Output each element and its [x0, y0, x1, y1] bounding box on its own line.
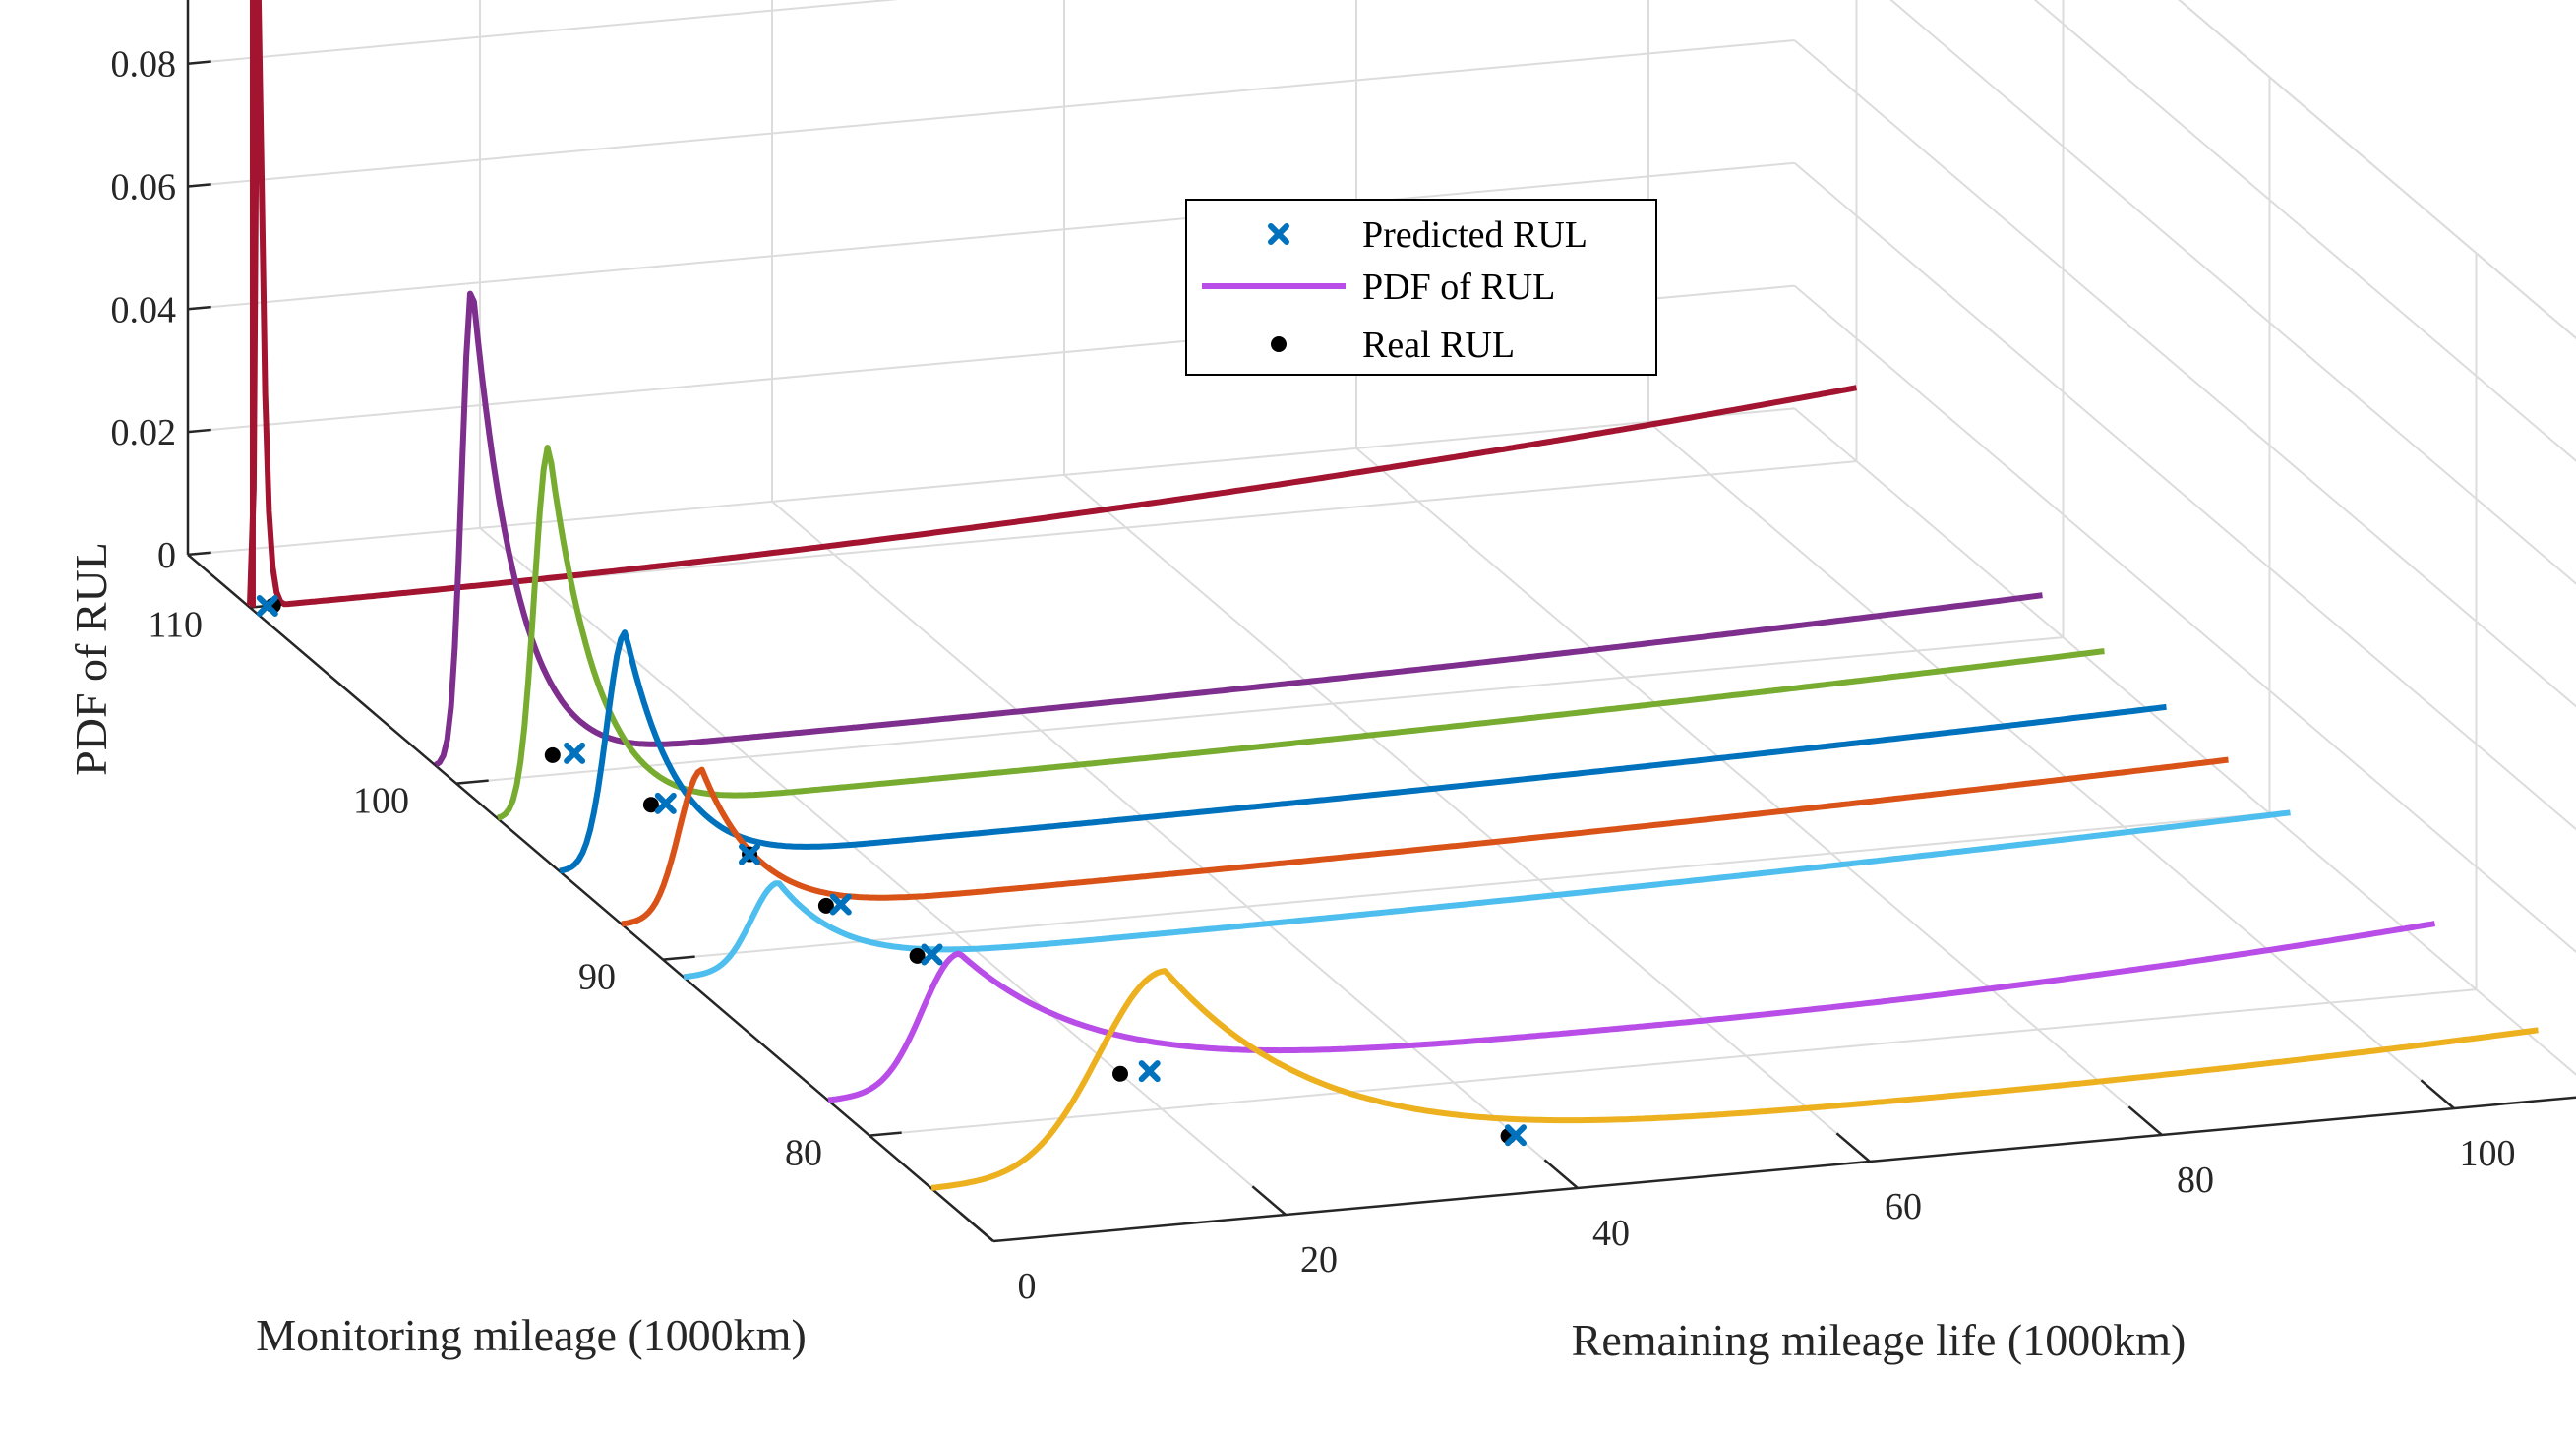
predicted-rul-x-marker [256, 595, 278, 617]
z-tick-label: 0.04 [111, 289, 177, 330]
axes-layer: 020406080100809010011000.020.040.060.080… [111, 0, 2576, 1307]
grid-line-side-z [1793, 162, 2576, 831]
grid-line-back-z [187, 0, 899, 65]
z-tick-mark [187, 60, 211, 65]
pdf-curve-1 [434, 290, 2043, 768]
z-tick-mark [187, 305, 211, 311]
legend-dot-icon [1271, 336, 1287, 352]
x-marker-stroke [829, 893, 852, 916]
z-tick-label: 0 [157, 535, 176, 576]
grid-line-back-z [187, 407, 1795, 556]
y-tick-mark [455, 779, 489, 785]
grid-line-floor-x [1647, 421, 2455, 1109]
grid-line-side-z [1889, 0, 2576, 585]
legend: Predicted RUL PDF of RUL Real RUL [1185, 199, 1657, 376]
legend-label-real: Real RUL [1362, 325, 1515, 366]
y-tick-label: 100 [353, 781, 409, 822]
predicted-rul-x-marker [739, 843, 760, 865]
z-tick-mark [187, 551, 211, 557]
pdf-curve-7 [930, 968, 2539, 1191]
legend-item-pdf: PDF of RUL [1202, 267, 1555, 308]
y-tick-label: 80 [785, 1133, 822, 1174]
markers-layer [256, 595, 1527, 1147]
y-tick-mark [662, 955, 695, 961]
predicted-rul-x-marker [829, 893, 852, 916]
x-tick-mark [1543, 1159, 1579, 1189]
x-tick-mark [959, 1212, 994, 1242]
x-marker-stroke [739, 843, 760, 865]
y-axis-line [187, 553, 994, 1242]
grid-line-side-z [1793, 284, 2576, 954]
z-axis-label: PDF of RUL [66, 542, 116, 776]
x-tick-mark [2127, 1105, 2163, 1136]
real-rul-dot [642, 797, 659, 813]
box-edge-top-side [2178, 0, 2576, 340]
x-tick-label: 40 [1592, 1213, 1630, 1254]
x-tick-label: 0 [1018, 1266, 1037, 1307]
x-tick-label: 80 [2177, 1160, 2214, 1201]
real-rul-dot [1112, 1065, 1128, 1082]
grid-layer [187, 0, 2576, 1242]
y-tick-label: 110 [148, 605, 203, 646]
real-rul-dot [909, 947, 926, 964]
grid-line-floor-x [771, 501, 1579, 1189]
x-marker-stroke [1505, 1124, 1527, 1147]
x-marker-stroke [1138, 1060, 1161, 1083]
x-marker-stroke [564, 742, 586, 764]
grid-line-floor-x [1063, 474, 1871, 1163]
x-tick-label: 60 [1885, 1186, 1922, 1227]
grid-line-side-z [2033, 0, 2576, 462]
z-tick-mark [187, 183, 211, 188]
predicted-rul-x-marker [654, 792, 677, 814]
pdf-curve-2 [496, 445, 2105, 821]
x-tick-mark [1835, 1132, 1871, 1163]
x-tick-mark [2420, 1079, 2455, 1109]
grid-line-back-z [187, 39, 1795, 188]
y-tick-label: 90 [578, 957, 616, 998]
legend-label-pdf: PDF of RUL [1362, 267, 1555, 308]
grid-line-back-z [187, 161, 1795, 311]
predicted-rul-x-marker [1505, 1124, 1527, 1147]
z-tick-label: 0.02 [111, 412, 177, 453]
x-axis-line [992, 1096, 2576, 1243]
x-axis-label: Remaining mileage life (1000km) [1572, 1315, 2187, 1365]
predicted-rul-x-marker [564, 742, 586, 764]
legend-item-real: Real RUL [1271, 325, 1515, 366]
real-rul-dot [817, 897, 834, 914]
grid-line-floor-x [1355, 447, 2163, 1136]
pdf-curve-4 [621, 756, 2229, 927]
x-tick-mark [1251, 1185, 1287, 1216]
pdf-curve-3 [559, 629, 2167, 874]
z-tick-label: 0.06 [111, 167, 177, 209]
predicted-rul-x-marker [921, 943, 943, 966]
y-axis-label: Monitoring mileage (1000km) [256, 1310, 807, 1360]
x-marker-stroke [256, 595, 278, 617]
predicted-rul-x-marker [1138, 1060, 1161, 1083]
grid-line-floor-x [479, 527, 1287, 1216]
legend-item-predicted: Predicted RUL [1268, 214, 1588, 256]
x-marker-stroke [921, 943, 943, 966]
grid-line-floor-y [455, 636, 2064, 785]
x-tick-label: 100 [2460, 1133, 2516, 1174]
x-marker-stroke [654, 792, 677, 814]
pdf-curve-5 [683, 809, 2291, 981]
legend-x-marker-icon [1268, 223, 1289, 245]
y-tick-mark [869, 1131, 902, 1137]
grid-line-side-z [1793, 407, 2576, 1076]
series-layer [247, 0, 2539, 1191]
grid-line-floor-y [662, 812, 2270, 961]
real-rul-dot [544, 746, 561, 763]
x-tick-label: 20 [1300, 1239, 1338, 1281]
legend-label-predicted: Predicted RUL [1362, 214, 1588, 256]
grid-line-side-z [2178, 0, 2576, 340]
pdf-curve-6 [827, 921, 2436, 1103]
grid-line-floor-y [869, 988, 2477, 1137]
z-tick-label: 0.08 [111, 44, 177, 86]
grid-line-side-z [1793, 39, 2576, 708]
z-tick-mark [187, 428, 211, 434]
